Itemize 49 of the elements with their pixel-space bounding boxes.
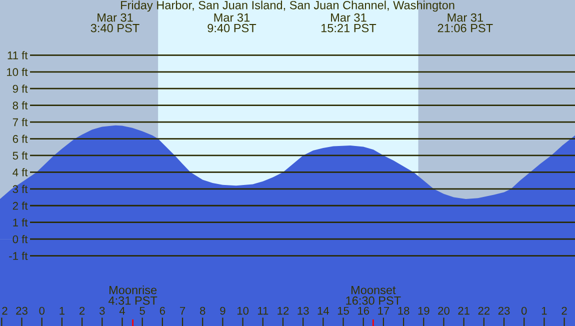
y-tick-label: 9 ft	[12, 84, 28, 93]
x-tick-label: 3	[99, 306, 105, 315]
x-tick-label: 1	[542, 306, 547, 315]
annotation: Moonrise 4:31 PST	[108, 286, 158, 305]
x-tick-label: 11	[258, 306, 268, 315]
x-tick-label: 15	[338, 306, 349, 315]
y-tick-label: 8 ft	[12, 101, 28, 110]
x-tick-label: 2	[562, 306, 567, 315]
x-tick-label: 18	[398, 306, 410, 315]
annotation: Mar 31 9:40 PST	[208, 13, 256, 32]
x-tick-label: 7	[180, 306, 186, 315]
y-tick-label: 11 ft	[8, 51, 28, 60]
x-tick-label: 5	[140, 306, 145, 315]
x-tick-label: 2	[2, 306, 8, 315]
y-tick-label: 4 ft	[12, 168, 28, 176]
x-tick-label: 12	[278, 306, 289, 315]
x-tick-label: 20	[438, 306, 450, 315]
x-tick-label: 23	[16, 306, 28, 315]
y-tick-label: 1 ft	[13, 218, 28, 226]
x-tick-label: 6	[160, 306, 166, 315]
x-tick-label: 23	[498, 306, 510, 315]
x-tick-label: 4	[119, 306, 125, 315]
annotation: Mar 31 15:21 PST	[321, 13, 376, 32]
y-tick-label: 3 ft	[12, 184, 28, 194]
x-tick-label: 10	[237, 306, 249, 315]
chart-title: Friday Harbor, San Juan Island, San Juan Channel, Washington	[121, 0, 454, 12]
x-tick-label: 14	[318, 306, 330, 315]
annotation: Mar 31 3:40 PST	[90, 13, 140, 32]
y-tick-label: 5 ft	[12, 151, 28, 160]
x-tick-label: 8	[200, 306, 206, 315]
y-tick-label: 10 ft	[7, 68, 28, 76]
x-tick-label: 13	[298, 306, 309, 315]
y-tick-label: 6 ft	[12, 134, 28, 143]
x-tick-label: 0	[39, 306, 45, 315]
x-tick-label: 2	[80, 306, 85, 315]
x-tick-label: 1	[60, 306, 64, 315]
x-tick-label: 19	[418, 306, 430, 315]
y-tick-label: 7 ft	[12, 118, 28, 126]
y-tick-label: 2 ft	[12, 202, 28, 210]
x-tick-label: 9	[220, 306, 226, 315]
y-tick-label: 0 ft	[12, 235, 28, 244]
y-tick-label: -1 ft	[9, 252, 28, 260]
x-tick-label: 17	[378, 306, 390, 315]
annotation: Mar 31 21:06 PST	[438, 13, 493, 32]
annotation: Moonset 16:30 PST	[346, 286, 401, 305]
x-tick-label: 22	[478, 306, 490, 315]
x-tick-label: 21	[458, 306, 470, 315]
x-tick-label: 0	[521, 306, 527, 315]
x-tick-label: 16	[358, 306, 370, 315]
